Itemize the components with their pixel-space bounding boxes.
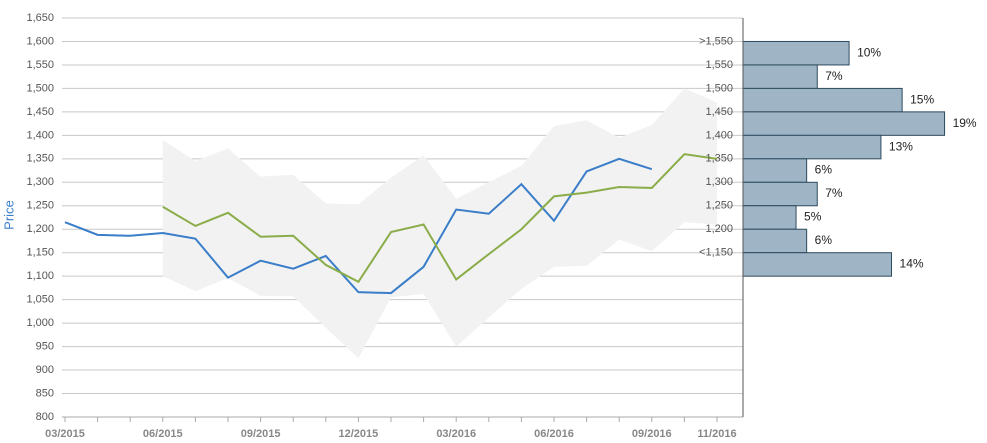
y-tick-label: 1,250 <box>26 200 54 212</box>
bar <box>742 111 946 136</box>
range-band <box>162 88 718 359</box>
y-tick-label: 1,500 <box>26 82 54 94</box>
y-tick-label: 800 <box>36 411 54 423</box>
bar-label: 1,550 <box>705 59 733 71</box>
y-tick-label: 1,300 <box>26 176 54 188</box>
value-label: 5% <box>804 210 822 224</box>
y-tick-label: 1,000 <box>26 317 54 329</box>
y-tick-label: 900 <box>36 364 54 376</box>
y-tick-label: 1,100 <box>26 270 54 282</box>
x-tick-label: 09/2015 <box>241 428 281 440</box>
line-series <box>64 157 653 295</box>
y-tick-label: 1,650 <box>26 12 54 24</box>
y-tick-label: 1,550 <box>26 59 54 71</box>
x-tick-label: 03/2015 <box>45 428 85 440</box>
y-tick-label: 1,400 <box>26 129 54 141</box>
bar-label: 1,250 <box>705 200 733 212</box>
y-tick-label: 1,150 <box>26 247 54 259</box>
bar-label: 1,350 <box>705 153 733 165</box>
line-series <box>162 153 718 284</box>
y-tick-label: 1,200 <box>26 223 54 235</box>
bar <box>742 252 893 277</box>
y-axis-label: Price <box>1 200 16 230</box>
y-tick-label: 1,600 <box>26 35 54 47</box>
bar-label: 1,200 <box>705 223 733 235</box>
value-label: 13% <box>889 139 913 153</box>
value-label: 10% <box>857 45 881 59</box>
x-tick-label: 06/2015 <box>143 428 183 440</box>
bar <box>742 87 903 113</box>
y-tick-label: 950 <box>36 340 54 352</box>
bar-label: >1,550 <box>699 35 733 47</box>
bar <box>742 40 850 66</box>
x-tick-label: 03/2016 <box>436 428 476 440</box>
value-label: 19% <box>953 116 977 130</box>
bar-label: 1,400 <box>705 129 733 141</box>
value-label: 7% <box>825 69 843 83</box>
bar-label: 1,300 <box>705 176 733 188</box>
y-tick-label: 1,050 <box>26 294 54 306</box>
x-tick-label: 06/2016 <box>534 428 574 440</box>
y-tick-label: 1,450 <box>26 106 54 118</box>
bar-label: <1,150 <box>699 247 733 259</box>
bar-label: 1,450 <box>705 106 733 118</box>
value-label: 6% <box>815 163 833 177</box>
bar <box>742 134 882 160</box>
bar <box>742 228 808 254</box>
x-tick-label: 11/2016 <box>697 428 736 440</box>
bar <box>742 158 808 183</box>
y-tick-label: 850 <box>36 387 54 399</box>
bar <box>742 181 818 207</box>
y-tick-label: 1,350 <box>26 153 54 165</box>
bar-label: 1,500 <box>705 82 733 94</box>
value-label: 7% <box>825 186 843 200</box>
value-label: 14% <box>900 257 924 271</box>
value-label: 15% <box>910 92 934 106</box>
x-tick-label: 12/2015 <box>339 428 379 440</box>
x-tick-label: 09/2016 <box>632 428 672 440</box>
value-label: 6% <box>815 233 833 247</box>
bar <box>742 205 797 230</box>
bar <box>742 64 818 89</box>
